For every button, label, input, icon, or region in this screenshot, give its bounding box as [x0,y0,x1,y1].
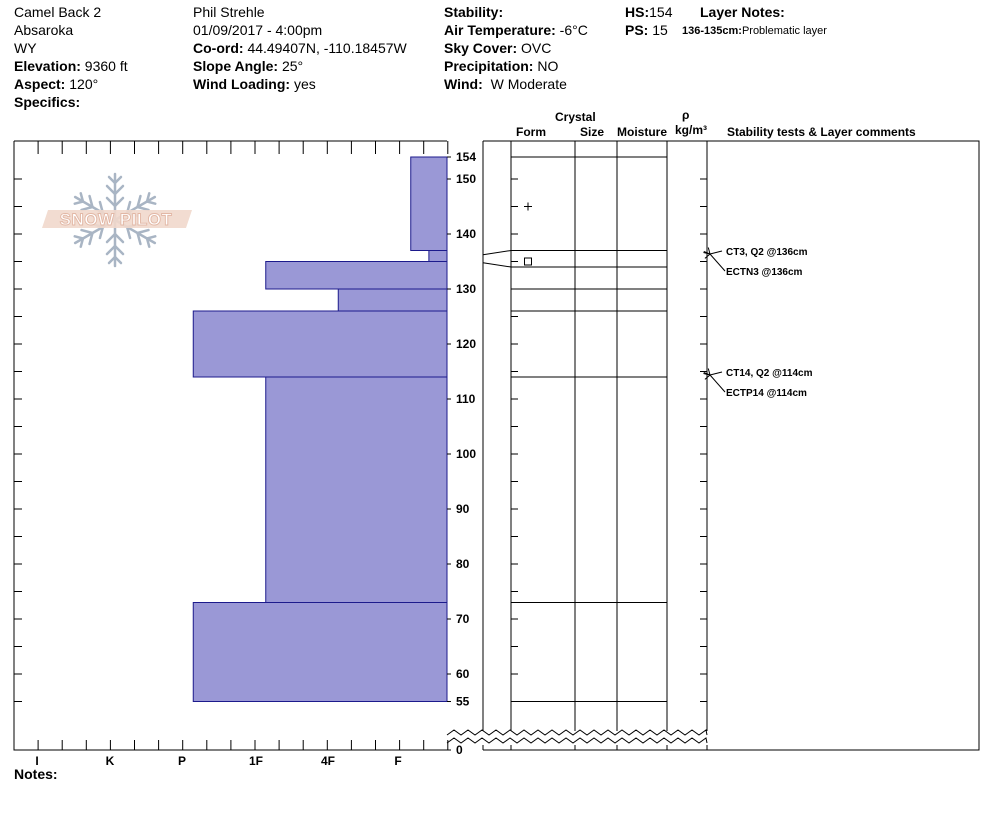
depth-tick-label: 110 [456,392,476,406]
coord-value: 44.49407N, -110.18457W [247,40,407,56]
hardness-bar [192,602,448,702]
state-name: WY [14,40,37,56]
hardness-bar [192,310,448,378]
precip-label: Precipitation: [444,58,534,74]
stability-test-label: ECTN3 @136cm [726,267,803,278]
coord-field: Co-ord: 44.49407N, -110.18457W [193,39,407,57]
stability-field: Stability: [444,3,503,21]
crystal-heading: Crystal [555,110,596,124]
depth-tick-label: 130 [456,282,476,296]
aspect-value: 120° [69,76,99,92]
precip-value: NO [537,58,559,74]
hs-value: 154 [649,4,673,20]
location-name: Camel Back 2 [14,4,102,20]
wind-label: Wind: [444,76,483,92]
depth-tick-label: 60 [456,667,470,681]
layer-note: 136-135cm:Problematic layer [682,22,827,40]
stability-test-arrow [710,371,723,375]
specifics-label: Specifics: [14,94,81,110]
stability-test-arrow [710,375,726,393]
ps-value: 15 [652,22,668,38]
depth-extra-label: 154 [456,150,476,164]
aspect-label: Aspect: [14,76,66,92]
observer-name: Phil Strehle [193,4,265,20]
ps-label: PS: [625,22,649,38]
depth-extra-label: 55 [456,695,470,709]
depth-tick-label: 90 [456,502,470,516]
hardness-bar [265,261,448,290]
hardness-bar [265,376,448,603]
hardness-scale-label: K [106,754,115,768]
slope-label: Slope Angle: [193,58,279,74]
hs-field: HS:154 [625,3,672,21]
hardness-bar [337,288,448,312]
stability-test-label: CT3, Q2 @136cm [726,247,808,258]
notes-label: Notes: [14,766,58,782]
sky-cover-value: OVC [521,40,552,56]
sky-cover-field: Sky Cover: OVC [444,39,551,57]
hs-label: HS: [625,4,650,20]
hardness-scale-label: P [178,754,186,768]
size-heading: Size [580,125,605,139]
stability-label: Stability: [444,4,504,20]
sky-cover-label: Sky Cover: [444,40,518,56]
logo-banner [42,210,192,228]
air-temp-value: -6°C [559,22,588,38]
elevation-value: 9360 ft [84,58,128,74]
square-icon [524,257,532,266]
depth-extra-label: 0 [456,743,463,757]
aspect-field: Aspect: 120° [14,75,98,93]
depth-tick-label: 70 [456,612,470,626]
slope-field: Slope Angle: 25° [193,57,303,75]
hardness-bar [410,156,448,251]
axis-break-upper [446,729,708,736]
form-heading: Form [516,125,546,139]
elevation-label: Elevation: [14,58,81,74]
notes-field: Notes: [14,765,58,783]
rho-heading: ρ [682,108,690,122]
range-name: Absaroka [14,22,74,38]
depth-tick-label: 140 [456,227,476,241]
air-temp-field: Air Temperature: -6°C [444,21,588,39]
hardness-bar [428,250,448,262]
layer-table-frame [483,140,980,751]
specifics-field: Specifics: [14,93,80,111]
hardness-scale-label: F [394,754,401,768]
stability-test-arrow [710,250,723,254]
stability-test-arrow [710,254,726,272]
elevation-field: Elevation: 9360 ft [14,57,128,75]
stability-test-label: ECTP14 @114cm [726,388,807,399]
wind-field: Wind: W Moderate [444,75,567,93]
depth-tick-label: 100 [456,447,476,461]
wind-loading-field: Wind Loading: yes [193,75,316,93]
hardness-scale-label: I [35,754,38,768]
depth-tick-label: 150 [456,172,476,186]
coord-label: Co-ord: [193,40,244,56]
snowpilot-logo: SNOW PILOT [42,172,192,268]
hardness-scale-label: 1F [249,754,263,768]
air-temp-label: Air Temperature: [444,22,556,38]
density-unit-heading: kg/m³ [675,123,708,137]
depth-tick-label: 80 [456,557,470,571]
wind-loading-value: yes [293,76,316,92]
stability-tests-heading: Stability tests & Layer comments [727,125,916,139]
depth-tick-label: 120 [456,337,476,351]
precip-field: Precipitation: NO [444,57,558,75]
observation-datetime: 01/09/2017 - 4:00pm [193,22,323,38]
axis-break-lower [446,737,708,744]
ps-field: PS: 15 [625,21,668,39]
wind-loading-label: Wind Loading: [193,76,291,92]
layer-connector [482,250,512,268]
hardness-scale-label: 4F [321,754,335,768]
layer-note-range: 136-135cm: [682,25,742,37]
layer-note-text: Problematic layer [741,25,827,37]
stability-test-label: CT14, Q2 @114cm [726,368,813,379]
wind-value: W Moderate [490,76,567,92]
slope-value: 25° [281,58,304,74]
plus-icon [524,202,532,211]
moisture-heading: Moisture [617,125,668,139]
layer-notes-heading: Layer Notes: [700,4,785,20]
logo-text: SNOW PILOT [60,210,173,229]
